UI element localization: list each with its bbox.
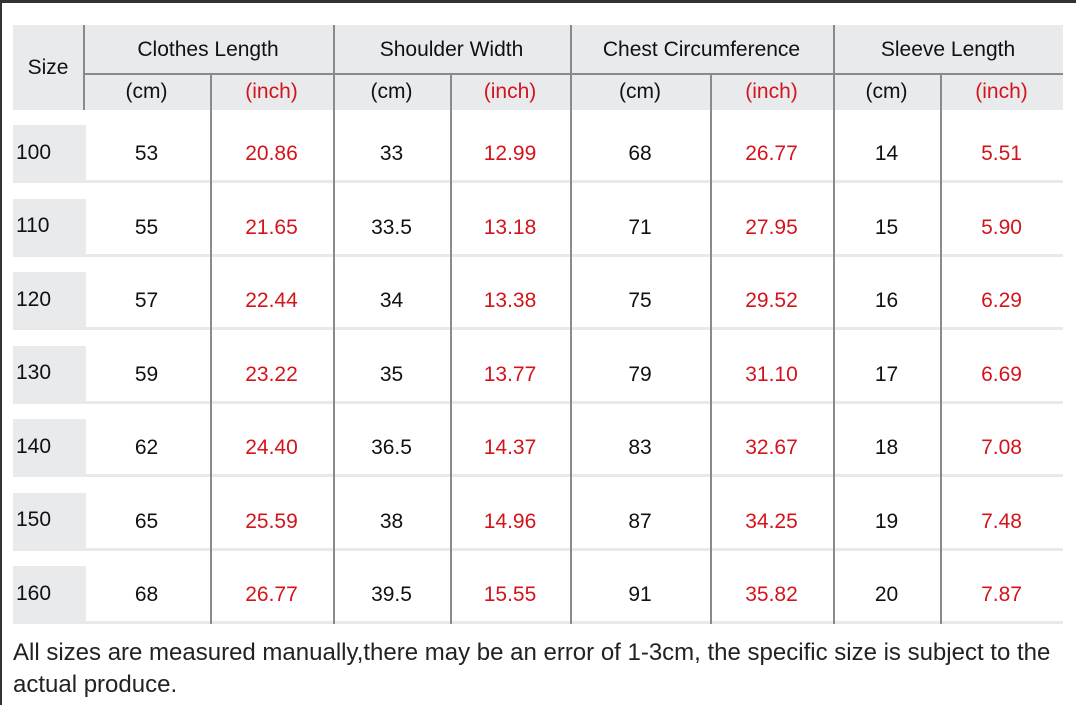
cm-value: 38 — [379, 509, 404, 533]
inch-value: 21.65 — [245, 215, 298, 239]
header-unit-inch: (inch) — [745, 80, 798, 103]
header-size: Size — [27, 55, 69, 79]
size-cell: 140 — [13, 419, 86, 474]
cm-value: 19 — [874, 509, 899, 533]
inch-value: 34.25 — [745, 509, 798, 533]
inch-value: 26.77 — [245, 583, 298, 606]
cm-value: 34 — [379, 289, 404, 312]
frame-border-top — [0, 0, 1076, 3]
group-divider — [333, 25, 335, 624]
size-cell: 160 — [13, 566, 86, 621]
header-unit-inch: (inch) — [245, 80, 298, 103]
table-row: 120 — [13, 272, 1063, 330]
header-divider — [83, 73, 1063, 75]
group-divider — [570, 25, 572, 624]
inch-value: 14.37 — [483, 436, 537, 459]
cm-value: 83 — [628, 436, 652, 459]
cm-value: 15 — [874, 215, 899, 239]
size-cell: 110 — [13, 198, 86, 254]
table-row: 130 — [13, 345, 1063, 404]
header-unit-cm: (cm) — [865, 80, 908, 103]
inch-value: 26.77 — [745, 142, 798, 165]
header-group: Shoulder Width — [379, 37, 524, 61]
unit-divider — [450, 74, 452, 624]
inch-value: 29.52 — [745, 289, 798, 312]
header-unit-cm: (cm) — [619, 80, 661, 103]
cm-value: 65 — [134, 509, 159, 533]
cm-value: 35 — [379, 362, 404, 386]
inch-value: 13.38 — [483, 289, 537, 312]
inch-value: 12.99 — [483, 142, 537, 165]
cm-value: 17 — [874, 362, 899, 386]
inch-value: 7.48 — [981, 509, 1022, 533]
cm-value: 62 — [134, 436, 159, 459]
header-group: Clothes Length — [137, 37, 279, 61]
inch-value: 35.82 — [745, 583, 798, 606]
table-row: 140 — [13, 419, 1063, 477]
header-unit-cm: (cm) — [370, 80, 413, 103]
inch-value: 14.96 — [483, 509, 537, 533]
inch-value: 5.90 — [981, 215, 1022, 239]
cm-value: 18 — [874, 436, 899, 459]
cm-value: 79 — [628, 362, 652, 386]
cm-value: 55 — [134, 215, 159, 239]
table-row: 150 — [13, 492, 1063, 551]
inch-value: 5.51 — [981, 142, 1022, 165]
table-row: 110 — [13, 198, 1063, 257]
cm-value: 75 — [628, 289, 652, 312]
cm-value: 14 — [874, 142, 899, 165]
cm-value: 68 — [134, 583, 159, 606]
cm-value: 16 — [874, 289, 899, 312]
unit-divider — [210, 74, 212, 624]
frame-border-left — [0, 0, 2, 705]
header-unit-inch: (inch) — [483, 80, 537, 103]
cm-value: 71 — [628, 215, 652, 239]
header-unit-cm: (cm) — [125, 80, 168, 103]
size-cell: 150 — [13, 492, 86, 548]
cm-value: 87 — [628, 509, 652, 533]
inch-value: 24.40 — [245, 436, 298, 459]
inch-value: 6.69 — [981, 362, 1022, 386]
cm-value: 33.5 — [371, 215, 412, 239]
table-row: 100 — [13, 125, 1063, 183]
inch-value: 7.87 — [981, 583, 1022, 606]
inch-value: 27.95 — [745, 215, 798, 239]
cm-value: 59 — [134, 362, 159, 386]
inch-value: 20.86 — [245, 142, 298, 165]
cm-value: 33 — [379, 142, 404, 165]
table-row: 160 — [13, 566, 1063, 624]
cm-value: 57 — [134, 289, 159, 312]
measurement-note: All sizes are measured manually,there ma… — [13, 639, 1051, 698]
unit-divider — [710, 74, 712, 624]
cm-value: 91 — [628, 583, 652, 606]
size-cell: 130 — [13, 345, 86, 401]
inch-value: 13.77 — [483, 362, 537, 386]
column-divider — [83, 25, 85, 110]
cm-value: 36.5 — [371, 436, 412, 459]
inch-value: 13.18 — [483, 215, 537, 239]
group-divider — [833, 25, 835, 624]
inch-value: 32.67 — [745, 436, 798, 459]
unit-divider — [940, 74, 942, 624]
size-cell: 120 — [13, 272, 86, 327]
header-unit-inch: (inch) — [975, 80, 1028, 103]
cm-value: 39.5 — [371, 583, 412, 606]
table-header — [13, 25, 1063, 110]
inch-value: 6.29 — [981, 289, 1022, 312]
inch-value: 23.22 — [245, 362, 298, 386]
cm-value: 20 — [874, 583, 899, 606]
inch-value: 31.10 — [745, 362, 798, 386]
inch-value: 22.44 — [245, 289, 298, 312]
inch-value: 25.59 — [245, 509, 298, 533]
header-group: Chest Circumference — [602, 37, 801, 61]
inch-value: 7.08 — [981, 436, 1022, 459]
cm-value: 53 — [134, 142, 159, 165]
header-group: Sleeve Length — [880, 37, 1016, 61]
size-cell: 100 — [13, 125, 86, 180]
cm-value: 68 — [628, 142, 652, 165]
inch-value: 15.55 — [483, 583, 537, 606]
